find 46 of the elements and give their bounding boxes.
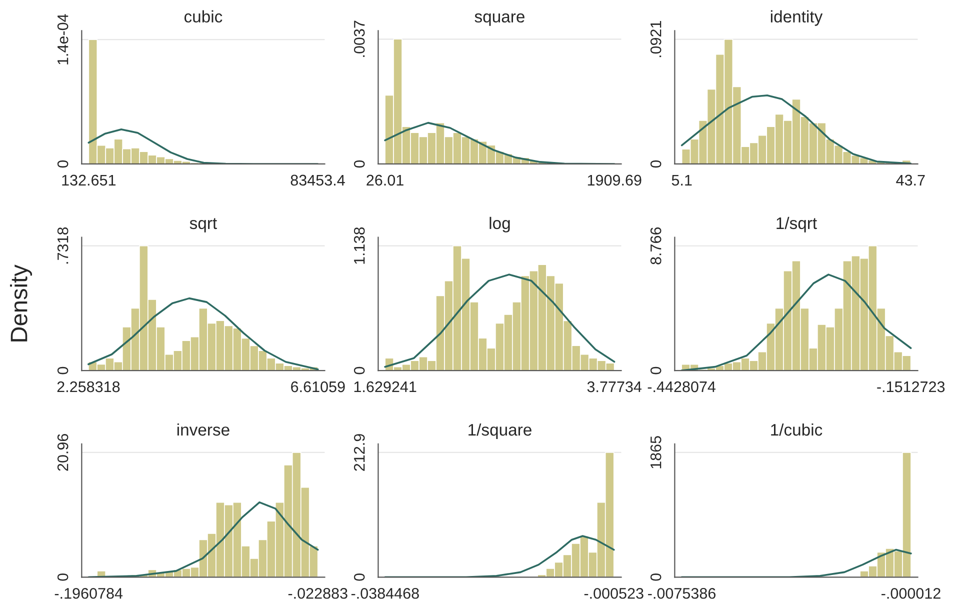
- chart-title: 1/sqrt: [776, 216, 817, 232]
- x-tick-label: 132.651: [62, 174, 116, 186]
- x-tick-label: -.1960784: [54, 588, 123, 599]
- x-tick-label: 83453.4: [290, 174, 345, 186]
- chart-title: 1/cubic: [771, 423, 822, 436]
- chart-title: square: [474, 13, 524, 26]
- x-tick-label: 3.77734: [587, 381, 642, 392]
- x-tick-label: -.1512723: [877, 381, 945, 392]
- y-tick-label: 20.96: [57, 434, 68, 471]
- x-tick-label: -.000012: [882, 588, 940, 599]
- x-tick-label: 1.629241: [354, 381, 416, 392]
- y-tick-label: 0: [650, 574, 662, 581]
- y-tick-label: 1865: [650, 436, 662, 468]
- y-tick-label: 0: [354, 160, 365, 168]
- x-tick-label: 1909.69: [588, 174, 642, 186]
- x-tick-label: 2.258318: [57, 381, 120, 392]
- x-tick-label: -.000523: [584, 588, 644, 599]
- y-tick-label: 0: [57, 160, 68, 168]
- y-tick-label: .7318: [57, 227, 68, 264]
- x-tick-label: 6.61059: [291, 381, 345, 392]
- chart-title: log: [490, 216, 510, 232]
- x-tick-label: -.4428074: [648, 381, 716, 392]
- x-tick-label: 43.7: [896, 174, 925, 186]
- x-tick-label: 5.1: [672, 174, 692, 186]
- x-tick-label: -.022883: [288, 588, 348, 599]
- y-tick-label: 1.4e-04: [57, 14, 68, 64]
- y-tick-label: 0: [57, 574, 68, 581]
- chart-title: inverse: [177, 423, 230, 436]
- y-tick-label: 8.766: [650, 227, 662, 264]
- y-tick-label: 0: [57, 366, 68, 374]
- y-tick-label: 0: [650, 366, 662, 374]
- chart-title: 1/square: [468, 423, 532, 439]
- y-axis-title: Density: [10, 264, 32, 342]
- chart-title: sqrt: [190, 218, 217, 232]
- y-tick-label: .0921: [650, 20, 662, 58]
- chart-title: identity: [770, 10, 823, 26]
- y-tick-label: 0: [354, 574, 365, 581]
- y-tick-label: 212.9: [354, 434, 365, 471]
- y-tick-label: 0: [650, 160, 662, 168]
- x-tick-label: 26.01: [366, 174, 404, 186]
- y-tick-label: 1.138: [354, 227, 365, 264]
- y-tick-label: .0037: [354, 20, 365, 57]
- y-tick-label: 0: [354, 366, 365, 374]
- x-tick-label: -.0075386: [648, 588, 716, 599]
- chart-title: cubic: [184, 10, 222, 23]
- x-tick-label: -.0384468: [351, 588, 419, 599]
